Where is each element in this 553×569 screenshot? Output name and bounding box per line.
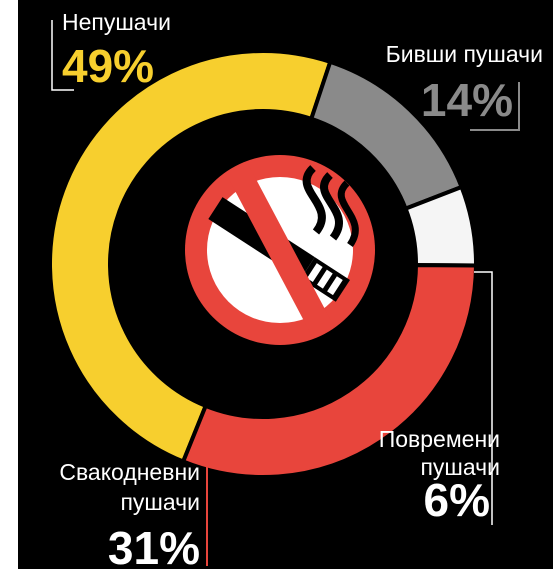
slice-non-smokers [48,49,333,465]
label-daily-line1: Свакодневни [59,459,200,485]
donut-slices [48,49,479,479]
value-daily: 31% [108,522,200,569]
no-smoking-icon [170,140,390,360]
value-non-smokers: 49% [62,40,154,92]
label-occasional-line2: пушачи [420,454,500,480]
value-former-smokers: 14% [421,74,513,126]
leader-line-former [470,82,520,131]
value-occasional: 6% [424,474,490,526]
slice-daily-smokers [180,263,479,479]
label-former-smokers: Бивши пушачи [386,41,543,67]
label-daily-line2: пушачи [120,489,200,515]
leader-line-non-smokers [51,20,74,91]
label-non-smokers: Непушачи [62,9,171,35]
leader-line-occasional [474,271,493,525]
label-occasional-line1: Повремени [379,426,500,452]
leader-lines [51,20,493,525]
